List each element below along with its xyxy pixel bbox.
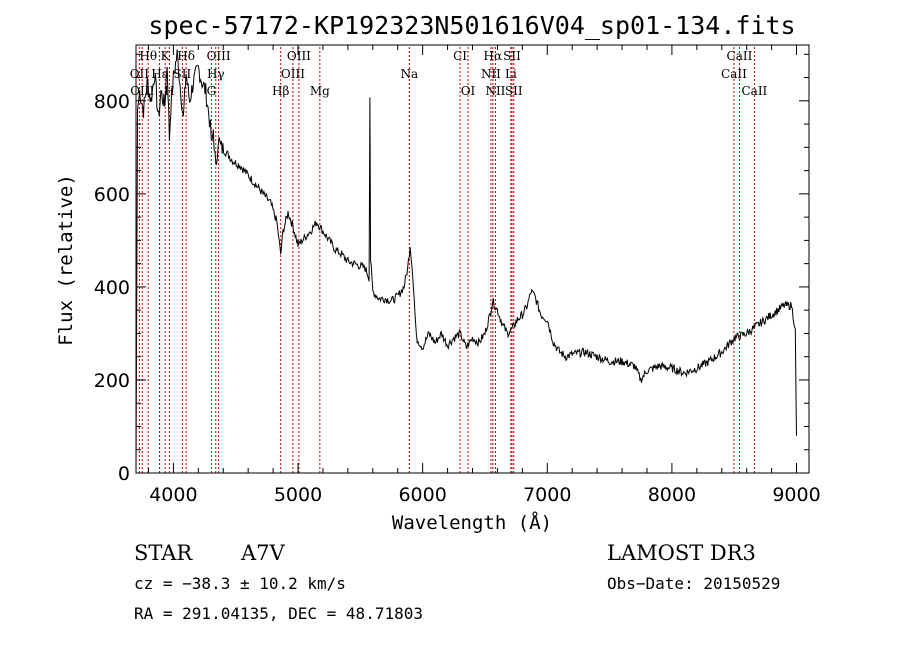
sky-coordinates: RA = 291.04135, DEC = 48.71803 bbox=[134, 604, 423, 623]
plot-frame bbox=[135, 44, 810, 474]
x-tick-label-1: 5000 bbox=[274, 484, 322, 506]
x-tick-label-3: 7000 bbox=[523, 484, 571, 506]
x-tick-label-2: 6000 bbox=[398, 484, 446, 506]
line-label-10: Hε bbox=[151, 67, 168, 81]
line-label-14: Na bbox=[400, 67, 418, 81]
y-tick-label-3: 600 bbox=[94, 184, 130, 206]
observation-date: Obs−Date: 20150529 bbox=[607, 574, 780, 593]
y-tick-label-4: 800 bbox=[94, 91, 130, 113]
x-tick-label-4: 8000 bbox=[648, 484, 696, 506]
x-axis-ticks: 4000 5000 6000 7000 8000 9000 bbox=[147, 45, 821, 506]
line-label-23: OI bbox=[461, 84, 476, 98]
x-tick-label-0: 4000 bbox=[149, 484, 197, 506]
line-label-16: Li bbox=[505, 67, 517, 81]
line-label-9: OII bbox=[130, 67, 150, 81]
line-label-17: CaII bbox=[721, 67, 747, 81]
line-label-0: Hθ bbox=[139, 49, 157, 63]
line-label-13: OIII bbox=[281, 67, 305, 81]
line-label-22: Mg bbox=[310, 84, 330, 98]
line-label-18: OIII bbox=[130, 84, 154, 98]
line-label-6: Hα bbox=[484, 49, 503, 63]
chart-title: spec-57172-KP192323N501616V04_sp01-134.f… bbox=[148, 11, 795, 40]
y-tick-label-2: 400 bbox=[94, 277, 130, 299]
line-label-1: K bbox=[161, 49, 171, 63]
line-label-2: Hδ bbox=[177, 49, 195, 63]
line-label-12: Hγ bbox=[207, 67, 225, 81]
survey-name: LAMOST DR3 bbox=[607, 541, 756, 565]
x-tick-label-5: 9000 bbox=[772, 484, 820, 506]
line-label-25: SII bbox=[505, 84, 523, 98]
line-label-26: CaII bbox=[741, 84, 767, 98]
y-axis-ticks: 0 200 400 600 800 bbox=[94, 53, 809, 485]
line-label-21: Hβ bbox=[272, 84, 289, 98]
line-label-4: OIII bbox=[287, 49, 311, 63]
y-tick-label-1: 200 bbox=[94, 370, 130, 392]
spectral-line-markers bbox=[138, 47, 755, 473]
spectrum-line bbox=[135, 49, 797, 474]
line-label-3: OIII bbox=[207, 49, 231, 63]
y-tick-label-0: 0 bbox=[118, 463, 130, 485]
line-label-7: SII bbox=[503, 49, 521, 63]
y-axis-label: Flux (relative) bbox=[55, 174, 77, 346]
line-label-24: NII bbox=[485, 84, 505, 98]
x-axis-label: Wavelength (Å) bbox=[392, 511, 552, 534]
line-label-8: CaII bbox=[727, 49, 753, 63]
object-class: STAR bbox=[134, 541, 193, 565]
line-label-11: SII bbox=[174, 67, 192, 81]
line-label-19: H bbox=[164, 84, 174, 98]
line-label-5: CI bbox=[453, 49, 467, 63]
line-label-15: NII bbox=[481, 67, 501, 81]
redshift-velocity: cz = −38.3 ± 10.2 km/s bbox=[134, 574, 346, 593]
object-subclass: A7V bbox=[240, 541, 286, 565]
line-label-20: G bbox=[207, 84, 217, 98]
